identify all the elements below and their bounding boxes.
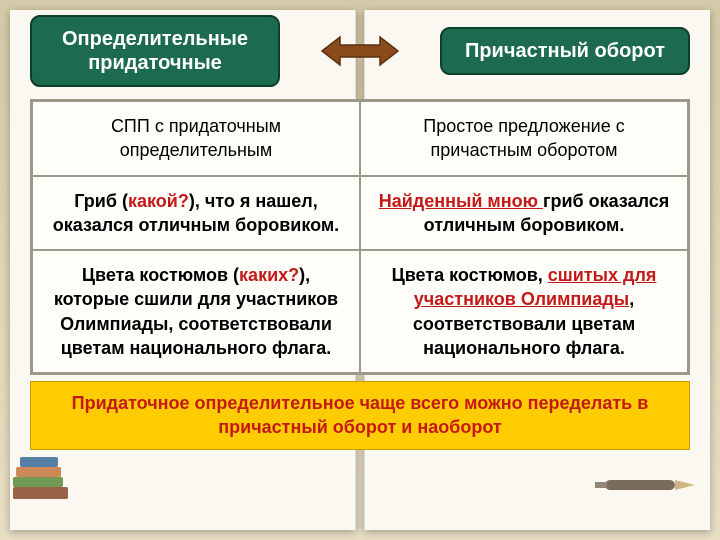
- example1-left: Гриб (какой?), что я нашел, оказался отл…: [32, 176, 360, 251]
- text: Цвета костюмов,: [392, 265, 548, 285]
- text: Цвета костюмов (: [82, 265, 239, 285]
- col-header-left: СПП с придаточным определительным: [32, 101, 360, 176]
- example1-right: Найденный мною гриб оказался отличным бо…: [360, 176, 688, 251]
- footer-note: Придаточное определительное чаще всего м…: [30, 381, 690, 450]
- example2-left: Цвета костюмов (каких?), которые сшили д…: [32, 250, 360, 373]
- question-word: какой?: [128, 191, 189, 211]
- header-row: Определительные придаточные Причастный о…: [30, 15, 690, 87]
- header-right-box: Причастный оборот: [440, 27, 690, 75]
- text: Гриб (: [74, 191, 128, 211]
- col-header-right: Простое предложение с причастным оборото…: [360, 101, 688, 176]
- example2-right: Цвета костюмов, сшитых для участников Ол…: [360, 250, 688, 373]
- comparison-table: СПП с придаточным определительным Просто…: [30, 99, 690, 375]
- slide-content: Определительные придаточные Причастный о…: [30, 15, 690, 525]
- header-left-box: Определительные придаточные: [30, 15, 280, 87]
- participle-phrase: Найденный мною: [379, 191, 543, 211]
- question-word: каких?: [239, 265, 299, 285]
- double-arrow-icon: [320, 31, 400, 71]
